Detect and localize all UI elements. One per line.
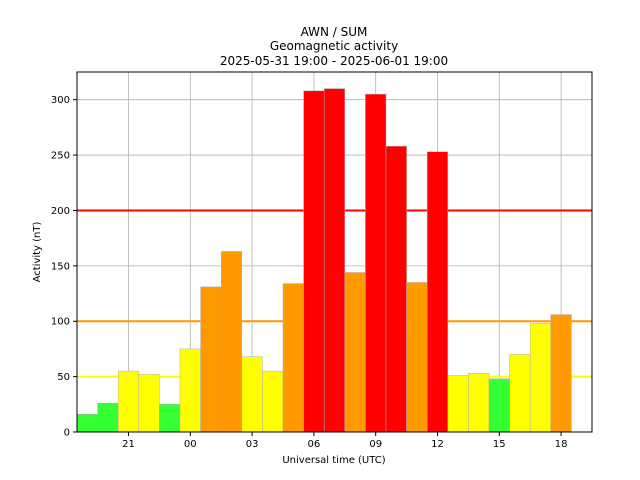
y-tick-label: 150 (51, 261, 70, 272)
y-tick-label: 50 (57, 372, 70, 383)
bar (323, 88, 346, 433)
bar (529, 323, 552, 433)
bar (385, 145, 407, 433)
bar (262, 370, 284, 433)
y-axis-label: Activity (nT) (32, 221, 43, 282)
bar (406, 282, 428, 433)
plot-frame (76, 71, 593, 433)
bar (159, 404, 181, 433)
x-tick-label: 15 (493, 439, 506, 450)
y-tick-label: 100 (51, 317, 70, 328)
chart-title-line-3: 2025-05-31 19:00 - 2025-06-01 19:00 (220, 54, 448, 68)
bar (303, 90, 325, 433)
bar (509, 354, 531, 433)
bar (76, 414, 98, 433)
bar (138, 374, 160, 433)
x-tick-label: 12 (431, 439, 444, 450)
y-tick-label: 200 (51, 206, 70, 217)
bar (365, 93, 387, 433)
bar (200, 286, 222, 433)
bar (117, 370, 140, 433)
x-tick-label: 06 (308, 439, 321, 450)
x-tick-label: 03 (246, 439, 259, 450)
bar (447, 375, 469, 433)
bar-series (76, 88, 572, 433)
bar (344, 272, 366, 433)
bar (179, 348, 201, 433)
y-tick-label: 0 (64, 428, 70, 439)
x-axis-label: Universal time (UTC) (282, 455, 385, 466)
bar (241, 356, 263, 433)
x-axis-ticks: 21 00 03 06 09 12 15 18 (122, 432, 567, 450)
x-tick-label: 21 (122, 439, 135, 450)
x-tick-label: 18 (555, 439, 568, 450)
chart-title-line-1: AWN / SUM (301, 25, 368, 39)
bar (468, 373, 490, 433)
y-tick-label: 300 (51, 95, 70, 106)
y-axis-ticks: 0 50 100 150 200 250 300 (51, 95, 77, 439)
bar (220, 251, 243, 433)
x-tick-label: 09 (369, 439, 382, 450)
x-tick-label: 00 (184, 439, 197, 450)
bar (97, 402, 119, 433)
chart-title-line-2: Geomagnetic activity (270, 39, 398, 53)
bar (426, 151, 449, 433)
y-tick-label: 250 (51, 151, 70, 162)
bar (282, 283, 304, 433)
bar (488, 378, 510, 433)
bar (550, 314, 572, 433)
